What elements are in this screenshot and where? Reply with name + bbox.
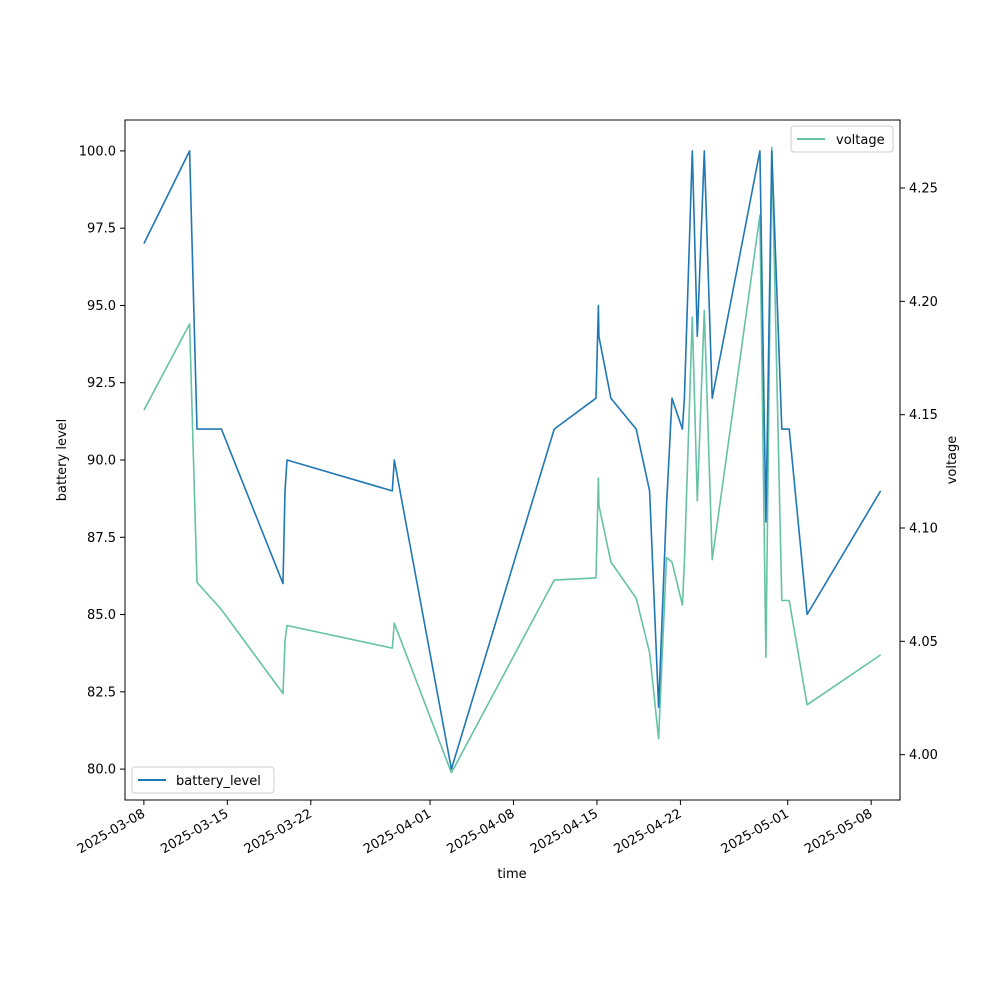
legend-voltage-box [790,125,894,153]
y-tick-label: 90.0 [87,454,116,469]
y-tick-label: 92.5 [87,376,116,391]
y-tick-label: 82.5 [87,685,116,700]
y2-tick-label: 4.10 [909,522,938,537]
legend-battery: battery_level [131,766,275,794]
legend-voltage-label: voltage [836,133,885,148]
legend-battery-box [131,766,275,794]
plot-lines [143,146,882,774]
legend-battery-label: battery_level [176,774,261,789]
series-line-voltage [143,146,882,774]
y2-tick-label: 4.05 [909,635,938,650]
y2-axis-title: voltage [945,436,960,485]
y2-tick-label: 4.25 [909,182,938,197]
y-tick-label: 97.5 [87,222,116,237]
y-tick-label: 95.0 [87,299,116,314]
y-tick-label: 80.0 [87,763,116,778]
y2-tick-label: 4.20 [909,295,938,310]
y2-tick-label: 4.15 [909,408,938,423]
y-tick-label: 87.5 [87,531,116,546]
y2-tick-label: 4.00 [909,748,938,763]
y-axis-title: battery level [55,419,70,502]
y-axis-right: 4.00 4.05 4.10 4.15 4.20 4.25 [900,182,938,763]
series-line-battery-level [143,150,882,770]
y-tick-label: 100.0 [79,144,116,159]
y-axis-left: 80.0 82.5 85.0 87.5 90.0 92.5 95.0 97.5 100.0 [79,144,125,778]
legend-voltage: voltage [790,125,894,153]
y-tick-label: 85.0 [87,608,116,623]
x-axis-title: time [497,867,526,882]
